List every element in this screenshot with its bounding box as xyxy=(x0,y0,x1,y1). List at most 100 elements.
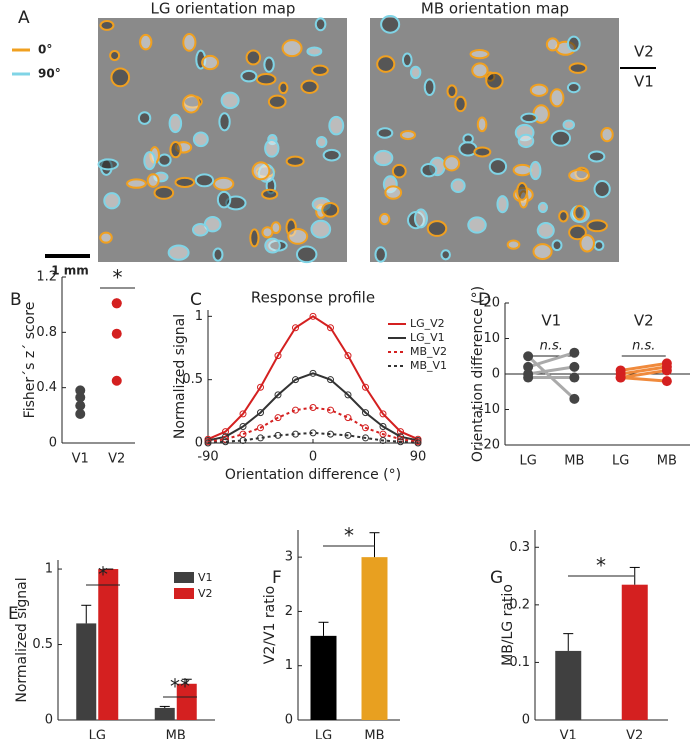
legend-label: MB_V2 xyxy=(410,345,447,358)
bar xyxy=(76,623,97,720)
domain-contour xyxy=(103,192,121,210)
domain-contour xyxy=(532,243,553,260)
domain-contour xyxy=(426,220,448,237)
y-tick-label: 0.3 xyxy=(509,540,530,555)
data-point xyxy=(661,365,672,376)
domain-contour xyxy=(110,67,131,88)
y-tick-label: 1 xyxy=(285,658,293,673)
domain-contour xyxy=(109,50,121,62)
domain-contour xyxy=(264,237,281,254)
data-point xyxy=(397,438,404,446)
bar xyxy=(621,584,648,720)
panel-label: D xyxy=(478,290,491,310)
pair-line xyxy=(620,368,668,380)
domain-contour xyxy=(306,46,323,57)
domain-contour xyxy=(146,173,160,188)
domain-contour xyxy=(191,223,209,237)
domain-contour xyxy=(593,180,611,199)
panel-label: B xyxy=(10,290,22,310)
x-tick-label: LG xyxy=(612,454,629,469)
domain-contour xyxy=(220,91,240,110)
y-tick-label: 0.1 xyxy=(509,655,530,670)
panel-label: G xyxy=(490,568,503,588)
panel-label: A xyxy=(18,8,30,28)
data-point xyxy=(75,385,86,396)
data-point xyxy=(111,328,122,339)
x-tick-label: V2 xyxy=(626,729,643,739)
legend-swatch xyxy=(174,572,194,583)
domain-contour xyxy=(139,33,153,51)
domain-contour xyxy=(537,201,548,214)
domain-contour xyxy=(192,131,209,148)
data-point xyxy=(292,430,299,438)
domain-contour xyxy=(374,246,387,263)
domain-contour xyxy=(440,249,451,261)
data-point xyxy=(414,439,422,447)
data-point xyxy=(344,352,352,360)
domain-contour xyxy=(549,88,565,108)
data-point xyxy=(569,393,580,404)
y-axis-title: Orientation difference (°) xyxy=(470,286,486,462)
data-point xyxy=(327,430,334,438)
y-tick-label: 20 xyxy=(483,296,500,311)
series-line xyxy=(207,431,419,444)
data-point xyxy=(362,434,369,442)
y-tick-label: -20 xyxy=(479,438,500,453)
domain-contour xyxy=(278,81,289,95)
domain-contour xyxy=(520,112,538,124)
legend-label: 0° xyxy=(38,43,52,57)
domain-contour xyxy=(376,127,394,139)
domain-contour xyxy=(137,111,152,125)
domain-contour xyxy=(551,239,563,252)
map-title: MB orientation map xyxy=(421,0,569,18)
domain-contour xyxy=(506,239,521,250)
domain-contour xyxy=(568,224,587,241)
x-tick-label: V2 xyxy=(108,452,125,467)
domain-contour xyxy=(169,141,182,159)
domain-contour xyxy=(310,219,332,239)
x-tick-label: V1 xyxy=(560,729,577,739)
series-line xyxy=(207,406,419,443)
bar xyxy=(555,650,582,720)
y-tick-label: 1 xyxy=(45,562,53,577)
domain-contour xyxy=(473,146,492,158)
domain-contour xyxy=(168,113,183,134)
domain-contour xyxy=(568,62,588,74)
y-tick-label: 0.5 xyxy=(32,637,53,652)
chart-title: Response profile xyxy=(251,289,375,307)
domain-contour xyxy=(516,181,529,201)
domain-contour xyxy=(423,78,436,96)
domain-contour xyxy=(476,116,488,133)
panel-label: F xyxy=(272,568,282,588)
data-point xyxy=(362,409,369,417)
x-tick-label: MB xyxy=(166,729,186,739)
data-point xyxy=(309,404,317,412)
domain-contour xyxy=(485,71,504,90)
data-point xyxy=(309,312,317,320)
data-point xyxy=(222,428,229,436)
data-point xyxy=(523,372,534,383)
y-tick-label: 0 xyxy=(45,713,53,728)
domain-contour xyxy=(281,39,303,58)
domain-contour xyxy=(471,62,489,79)
domain-contour xyxy=(450,178,466,194)
bar xyxy=(310,635,337,720)
data-point xyxy=(569,372,580,383)
domain-contour xyxy=(216,190,232,209)
y-tick-label: 0.2 xyxy=(509,597,530,612)
data-point xyxy=(274,431,282,439)
data-point xyxy=(379,410,387,418)
x-tick-label: V1 xyxy=(72,452,89,467)
significance-mark: ** xyxy=(170,675,190,699)
domain-contour xyxy=(579,234,595,253)
data-point xyxy=(111,298,122,309)
domain-contour xyxy=(328,115,345,136)
y-tick-label: 0 xyxy=(492,367,500,382)
data-point xyxy=(292,406,299,414)
legend-label: LG_V1 xyxy=(410,331,445,344)
domain-contour xyxy=(322,148,341,162)
domain-contour xyxy=(568,168,590,182)
domain-contour xyxy=(315,135,328,149)
domain-contour xyxy=(587,150,606,163)
domain-contour xyxy=(512,163,533,177)
